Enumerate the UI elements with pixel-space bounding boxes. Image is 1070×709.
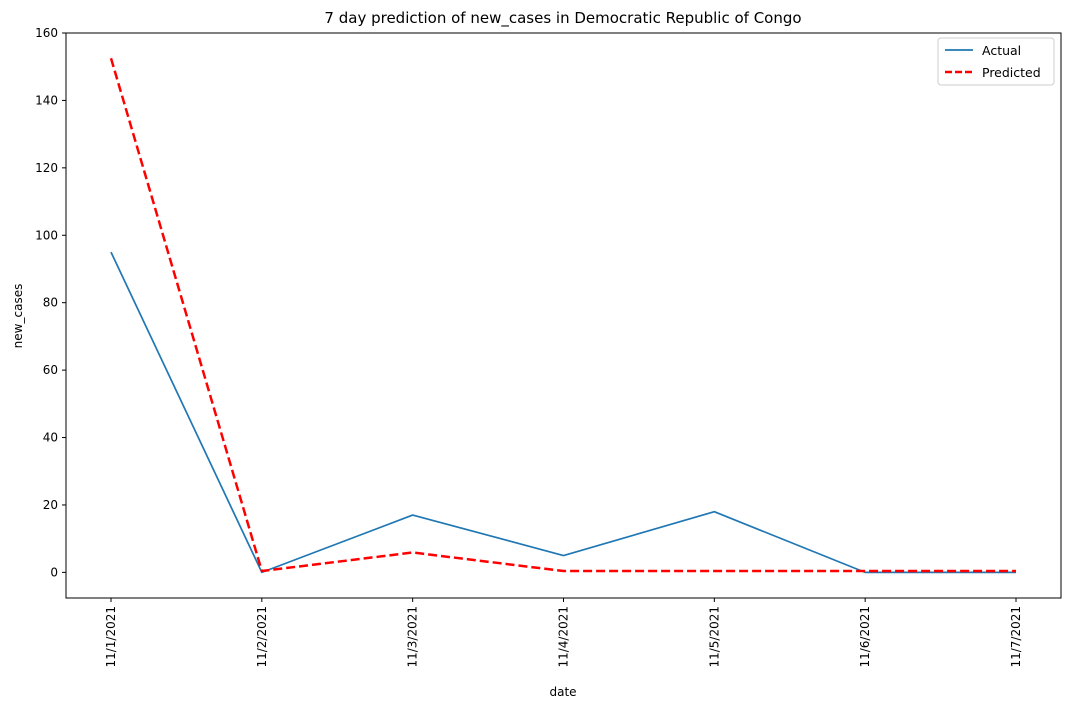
y-tick-label: 120 — [35, 161, 58, 175]
legend-label-predicted: Predicted — [982, 65, 1041, 80]
legend-label-actual: Actual — [982, 43, 1021, 58]
y-tick-label: 160 — [35, 26, 58, 40]
legend: Actual Predicted — [937, 37, 1055, 86]
x-tick-label: 11/7/2021 — [1009, 606, 1023, 668]
chart-title: 7 day prediction of new_cases in Democra… — [324, 9, 801, 28]
x-tick-label: 11/2/2021 — [255, 606, 269, 668]
series-line-predicted — [109, 57, 1016, 573]
x-axis: 11/1/2021 11/2/2021 11/3/2021 11/4/2021 11/5… — [104, 598, 1023, 668]
y-tick-label: 20 — [43, 498, 58, 512]
y-tick-label: 0 — [50, 565, 58, 579]
series-layer — [109, 57, 1016, 574]
y-axis-label: new_cases — [11, 284, 25, 349]
y-tick-label: 140 — [35, 93, 58, 107]
plot-area — [109, 57, 1016, 574]
x-axis-label: date — [549, 685, 576, 699]
y-tick-label: 40 — [43, 431, 58, 445]
x-tick-label: 11/1/2021 — [104, 606, 118, 668]
y-tick-label: 100 — [35, 228, 58, 242]
y-tick-label: 60 — [43, 363, 58, 377]
y-axis: 0 20 40 60 80 100 120 140 160 — [35, 26, 66, 579]
x-tick-label: 11/4/2021 — [557, 606, 571, 668]
x-tick-label: 11/3/2021 — [406, 606, 420, 668]
x-tick-label: 11/6/2021 — [858, 606, 872, 668]
y-tick-label: 80 — [43, 296, 58, 310]
plot-frame — [65, 32, 1062, 599]
x-tick-label: 11/5/2021 — [707, 606, 721, 668]
series-line-actual — [110, 251, 1016, 574]
